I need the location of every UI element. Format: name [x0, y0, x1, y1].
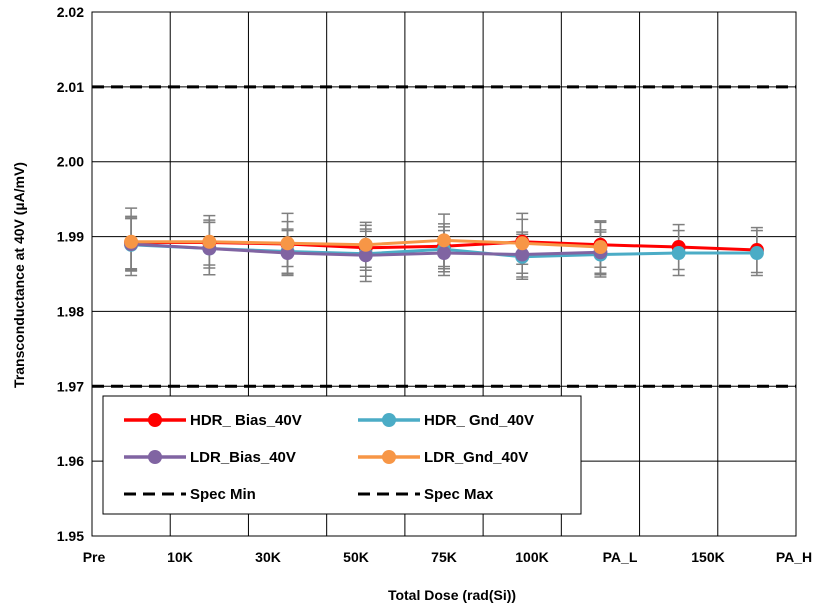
legend-label-2: LDR_Bias_40V	[190, 449, 296, 466]
data-point-2-5	[515, 247, 530, 262]
legend-swatch-marker-0	[148, 413, 162, 427]
spec-lines	[92, 85, 796, 388]
y-tick-labels: 1.95 1.96 1.97 1.98 1.99 2.00 2.01 2.02	[57, 4, 84, 544]
data-point-1-7	[671, 246, 686, 261]
data-point-3-1	[202, 234, 217, 249]
y-tick-label-3: 1.98	[57, 303, 84, 319]
legend-label-0: HDR_ Bias_40V	[190, 412, 302, 429]
legend-item-5: Spec Max	[358, 486, 494, 503]
legend-item-3: LDR_Gnd_40V	[358, 449, 528, 466]
x-tick-labels: Pre 10K 30K 50K 75K 100K PA_L 150K PA_H	[83, 549, 812, 565]
legend-item-4: Spec Min	[124, 486, 256, 503]
x-tick-label-3: 50K	[343, 549, 369, 565]
x-tick-label-7: 150K	[691, 549, 724, 565]
y-tick-label-0: 1.95	[57, 528, 84, 544]
y-tick-label-2: 1.97	[57, 378, 84, 394]
data-point-3-4	[437, 233, 451, 248]
legend-item-2: LDR_Bias_40V	[124, 449, 296, 466]
y-tick-label-6: 2.01	[57, 79, 84, 95]
x-axis-title: Total Dose (rad(Si))	[388, 587, 516, 603]
data-point-2-4	[437, 246, 451, 261]
legend-item-1: HDR_ Gnd_40V	[358, 412, 534, 429]
x-tick-label-6: PA_L	[603, 549, 638, 565]
legend-label-1: HDR_ Gnd_40V	[424, 412, 534, 429]
data-point-3-0	[124, 234, 139, 249]
x-tick-label-8: PA_H	[776, 549, 812, 565]
y-axis-title: Transconductance at 40V (µA/mV)	[11, 162, 27, 388]
data-point-1-8	[749, 246, 764, 261]
x-tick-label-4: 75K	[431, 549, 457, 565]
data-point-2-2	[280, 246, 295, 261]
x-tick-label-1: 10K	[167, 549, 193, 565]
data-point-3-3	[358, 237, 373, 252]
data-point-3-2	[280, 236, 295, 251]
data-point-3-5	[515, 236, 530, 251]
legend-label-4: Spec Min	[190, 486, 256, 503]
y-tick-label-5: 2.00	[57, 154, 84, 170]
x-tick-label-2: 30K	[255, 549, 281, 565]
data-point-2-3	[358, 248, 373, 263]
y-tick-label-7: 2.02	[57, 4, 84, 20]
legend-swatch-marker-1	[382, 413, 396, 427]
y-tick-label-1: 1.96	[57, 453, 84, 469]
legend-swatch-marker-2	[148, 450, 162, 464]
x-tick-label-0: Pre	[83, 549, 106, 565]
legend-swatch-marker-3	[382, 450, 396, 464]
legend-label-3: LDR_Gnd_40V	[424, 449, 528, 466]
legend: HDR_ Bias_40V HDR_ Gnd_40V LDR_Bias_40V LDR…	[102, 395, 582, 515]
x-tick-label-5: 100K	[515, 549, 548, 565]
plot-border	[91, 11, 797, 537]
data-points	[124, 233, 764, 264]
data-point-3-6	[593, 240, 608, 255]
y-tick-label-4: 1.99	[57, 229, 84, 245]
legend-label-5: Spec Max	[424, 486, 494, 503]
legend-item-0: HDR_ Bias_40V	[124, 412, 302, 429]
